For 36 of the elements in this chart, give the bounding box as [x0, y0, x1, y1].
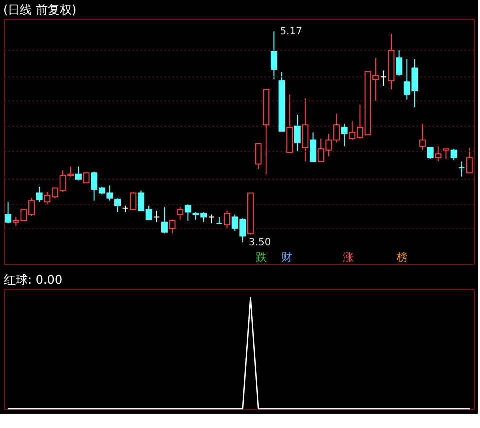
- candlestick: [161, 206, 168, 234]
- candlestick: [420, 123, 426, 151]
- candlestick: [208, 214, 215, 224]
- chart-title: 红球: 0.00: [4, 273, 63, 287]
- candlestick: [450, 148, 458, 161]
- candlestick: [5, 202, 12, 224]
- annotation: 5.17: [280, 26, 302, 38]
- annotation: 3.50: [248, 238, 272, 249]
- candlestick: [36, 186, 43, 203]
- candlestick: [270, 31, 278, 80]
- candlestick: [443, 148, 450, 160]
- candlestick: [177, 206, 184, 220]
- candlestick: [255, 144, 262, 170]
- candlestick: [466, 147, 473, 174]
- annotation: 涨: [343, 251, 354, 264]
- annotation: 榜: [397, 251, 408, 264]
- candlestick: [458, 161, 466, 178]
- candlestick: [224, 210, 231, 230]
- candlestick: [294, 114, 301, 152]
- candlestick: [380, 70, 387, 86]
- candlestick: [169, 219, 176, 234]
- candlestick: [184, 204, 192, 222]
- candlestick: [427, 147, 434, 160]
- candlestick: [341, 123, 348, 148]
- candlestick: [83, 172, 90, 184]
- candlestick: [310, 132, 317, 162]
- candlestick: [114, 198, 122, 213]
- candlestick: [302, 98, 309, 162]
- candlestick: [154, 210, 160, 223]
- annotation: 财: [281, 251, 292, 264]
- candlestick: [396, 50, 403, 76]
- chart-title: (日线 前复权): [4, 3, 77, 17]
- annotation: 跌: [256, 251, 268, 264]
- candlestick: [130, 192, 137, 210]
- candlestick: [435, 146, 442, 162]
- candlestick: [75, 166, 82, 182]
